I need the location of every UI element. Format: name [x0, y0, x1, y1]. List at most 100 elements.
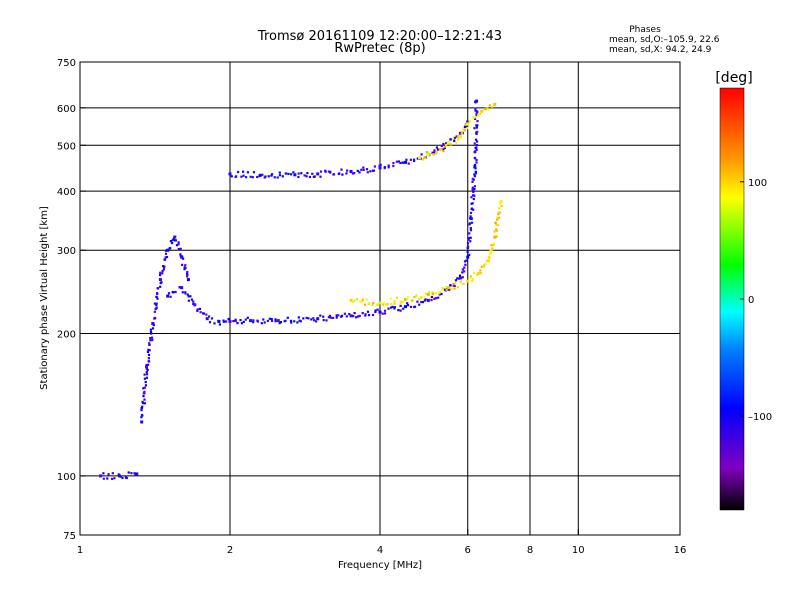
data-point — [173, 235, 177, 239]
colorbar-tick-label: –100 — [748, 412, 772, 423]
data-point — [392, 164, 395, 168]
data-point — [310, 318, 313, 321]
data-point — [474, 172, 477, 175]
y-tick-label: 500 — [57, 141, 76, 152]
data-point — [147, 348, 150, 351]
data-point — [474, 138, 478, 141]
data-point — [368, 302, 371, 305]
data-point — [495, 223, 498, 226]
data-point — [270, 318, 273, 321]
data-point — [235, 175, 238, 178]
data-point — [361, 312, 364, 315]
data-point — [474, 150, 477, 153]
data-point — [240, 175, 243, 178]
data-point — [329, 170, 332, 173]
data-point — [328, 314, 331, 317]
data-point — [407, 162, 410, 165]
data-point — [463, 129, 466, 132]
data-point — [412, 158, 416, 161]
data-point — [353, 172, 356, 175]
data-point — [393, 306, 396, 309]
data-point — [474, 117, 477, 120]
data-point — [466, 279, 470, 283]
data-point — [473, 194, 476, 197]
data-point — [416, 300, 419, 303]
data-point — [475, 132, 478, 135]
data-point — [353, 312, 356, 315]
data-point — [293, 320, 296, 323]
data-point — [399, 301, 402, 305]
data-point — [124, 476, 127, 479]
data-point — [381, 312, 384, 315]
data-point — [160, 281, 163, 284]
data-point — [157, 287, 160, 290]
data-point — [475, 148, 478, 151]
data-point — [311, 172, 314, 175]
data-point — [466, 250, 469, 254]
data-point — [470, 221, 474, 224]
data-point — [424, 298, 427, 301]
data-point — [454, 281, 457, 285]
data-point — [462, 282, 465, 286]
info-line-o: mean, sd,O:–105.9, 22.6 — [609, 35, 720, 45]
data-point — [378, 166, 382, 170]
data-point — [196, 308, 199, 311]
data-point — [144, 380, 147, 384]
x-tick-label: 1 — [77, 545, 83, 556]
data-point — [230, 175, 233, 178]
data-point — [256, 319, 259, 322]
data-point — [237, 170, 240, 174]
data-point — [406, 302, 409, 305]
data-point — [489, 249, 492, 252]
data-point — [313, 175, 316, 178]
data-point — [178, 286, 181, 289]
data-point — [471, 277, 475, 280]
data-point — [145, 365, 148, 369]
data-point — [428, 290, 431, 293]
data-point — [434, 297, 438, 300]
data-point — [287, 172, 290, 175]
data-point — [496, 218, 499, 221]
data-point — [498, 211, 502, 214]
data-point — [177, 241, 180, 244]
data-point — [279, 321, 282, 324]
data-point — [475, 99, 479, 103]
data-point — [225, 320, 228, 323]
data-point — [471, 177, 474, 180]
data-point — [145, 371, 148, 374]
data-point — [153, 310, 156, 313]
data-point — [493, 230, 496, 233]
data-point — [443, 146, 446, 150]
data-point — [355, 298, 359, 301]
data-point — [452, 137, 455, 140]
data-point — [187, 295, 190, 298]
data-point — [430, 295, 433, 299]
data-point — [177, 243, 180, 246]
data-point — [468, 253, 471, 256]
data-point — [261, 173, 264, 176]
data-point — [151, 338, 154, 342]
data-point — [423, 295, 426, 298]
data-point — [449, 138, 452, 141]
data-point — [217, 320, 221, 323]
data-point — [306, 172, 309, 175]
data-point — [468, 222, 472, 225]
data-point — [159, 274, 162, 277]
data-point — [491, 248, 494, 251]
data-point — [252, 171, 256, 174]
data-point — [378, 310, 382, 314]
data-point — [491, 247, 494, 250]
data-point — [174, 239, 177, 242]
x-tick-label: 10 — [572, 545, 585, 556]
data-point — [486, 259, 490, 263]
data-point — [267, 175, 270, 178]
data-point — [147, 353, 151, 356]
data-point — [404, 298, 407, 301]
data-point — [471, 186, 474, 189]
data-point — [352, 315, 355, 318]
data-point — [292, 171, 295, 174]
data-point — [411, 299, 414, 302]
data-point — [500, 204, 503, 208]
data-point — [186, 275, 189, 278]
data-point — [162, 268, 165, 271]
